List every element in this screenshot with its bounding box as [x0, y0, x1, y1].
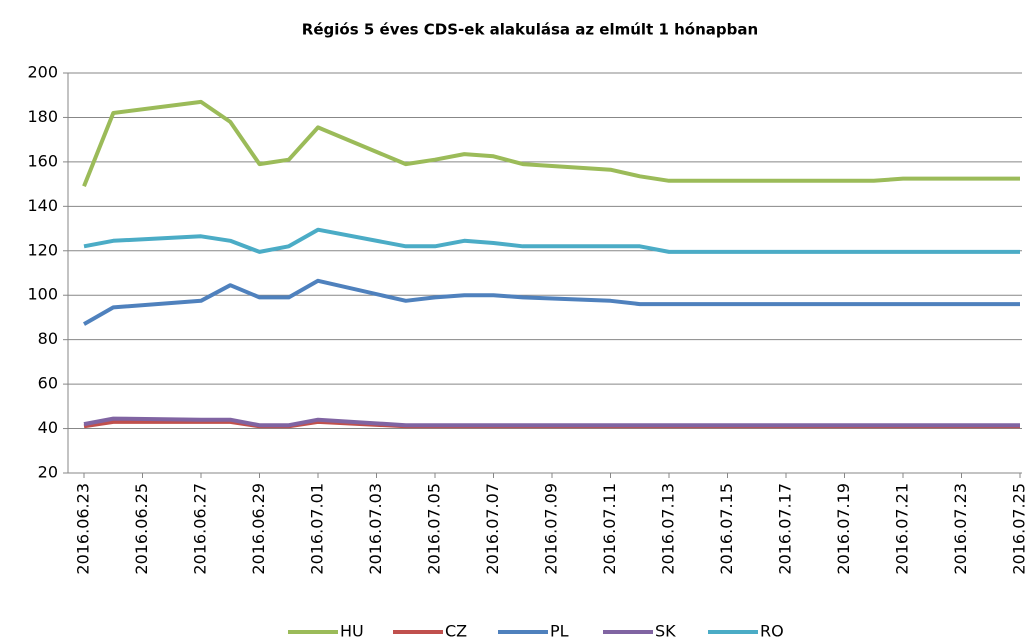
legend-label: PL — [550, 622, 569, 641]
x-tick-label: 2016.07.21 — [893, 483, 912, 575]
x-tick-label: 2016.07.15 — [717, 483, 736, 575]
series-line — [83, 416, 1020, 428]
y-tick-label: 160 — [27, 151, 58, 170]
x-tick-label: 2016.06.23 — [74, 483, 93, 575]
x-tick-label: 2016.07.23 — [951, 483, 970, 575]
y-tick-label: 80 — [38, 329, 58, 348]
y-tick-label: 40 — [38, 418, 58, 437]
x-tick-label: 2016.07.09 — [542, 483, 561, 575]
y-tick-label: 60 — [38, 374, 58, 393]
x-tick-label: 2016.06.27 — [191, 483, 210, 575]
x-tick-label: 2016.06.29 — [249, 483, 268, 575]
legend-label: CZ — [445, 622, 467, 641]
x-tick-label: 2016.07.25 — [1010, 483, 1026, 575]
x-tick-label: 2016.07.13 — [659, 483, 678, 575]
legend-label: SK — [655, 622, 676, 641]
y-tick-label: 100 — [27, 285, 58, 304]
chart-title: Régiós 5 éves CDS-ek alakulása az elmúlt… — [302, 21, 758, 39]
x-tick-label: 2016.07.07 — [483, 483, 502, 575]
y-tick-label: 140 — [27, 196, 58, 215]
x-tick-label: 2016.07.03 — [366, 483, 385, 575]
x-tick-label: 2016.07.17 — [776, 483, 795, 575]
x-tick-label: 2016.07.05 — [425, 483, 444, 575]
y-tick-label: 20 — [38, 463, 58, 482]
x-tick-label: 2016.07.01 — [308, 483, 327, 575]
legend-label: RO — [760, 622, 784, 641]
series-line — [83, 278, 1020, 326]
series-line — [82, 99, 1020, 188]
series-line — [83, 227, 1020, 254]
y-tick-label: 200 — [27, 63, 58, 82]
x-tick-label: 2016.07.11 — [600, 483, 619, 575]
y-tick-label: 180 — [27, 107, 58, 126]
x-tick-label: 2016.06.25 — [132, 483, 151, 575]
x-tick-label: 2016.07.19 — [834, 483, 853, 575]
legend-label: HU — [340, 622, 364, 641]
y-tick-label: 120 — [27, 240, 58, 259]
